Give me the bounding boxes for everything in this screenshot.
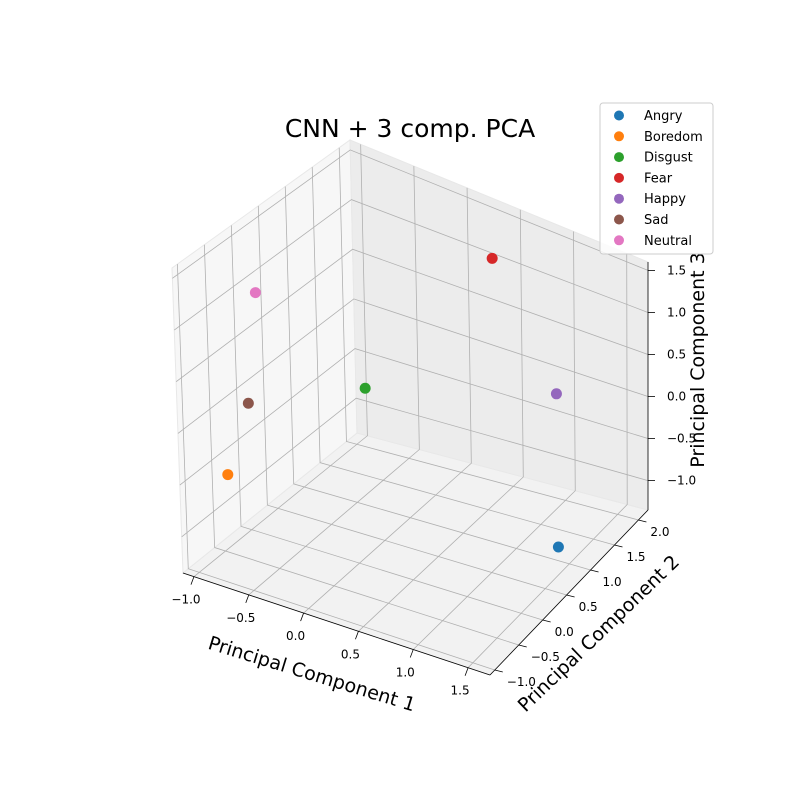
point-disgust: [359, 382, 371, 394]
point-sad: [242, 397, 254, 409]
x-tick: [190, 576, 195, 585]
y-gridline: [311, 167, 615, 546]
z-tick-label: 1.0: [667, 305, 686, 319]
legend-marker-sad: [614, 214, 624, 225]
y-tick-label: 1.5: [626, 550, 645, 564]
y-gridline: [338, 147, 639, 521]
y-tick: [494, 669, 503, 673]
z-tick-label: −1.0: [667, 474, 696, 488]
legend-label-fear: Fear: [644, 171, 673, 186]
point-boredom: [222, 469, 234, 481]
chart-title: CNN + 3 comp. PCA: [285, 114, 535, 143]
y-tick-label: −0.5: [531, 650, 560, 664]
y-tick: [518, 644, 527, 648]
point-neutral: [249, 287, 261, 299]
legend-box: [599, 102, 714, 255]
z-gridline: [177, 298, 649, 434]
x-tick: [464, 667, 469, 676]
legend-label-sad: Sad: [644, 213, 668, 228]
legend-marker-fear: [614, 172, 624, 183]
z-axis-label: Principal Component 3: [687, 252, 709, 467]
y-axis-line: [489, 509, 649, 676]
y-tick-label: −1.0: [507, 675, 536, 689]
grid-lines: [172, 144, 649, 671]
legend-label-angry: Angry: [644, 109, 683, 124]
legend-label-disgust: Disgust: [644, 151, 693, 166]
legend-marker-happy: [614, 193, 624, 204]
z-gridline: [179, 348, 649, 486]
z-gridline: [174, 199, 649, 331]
x-tick-label: 1.0: [396, 666, 415, 680]
x-tick: [409, 649, 414, 658]
z-tick-label: 0.5: [667, 347, 686, 361]
legend-marker-angry: [614, 110, 624, 121]
x-tick-label: 0.0: [286, 629, 305, 643]
point-happy: [550, 388, 562, 400]
y-tick-label: 0.0: [555, 625, 574, 639]
y-tick: [614, 544, 623, 548]
y-gridline: [257, 205, 567, 596]
y-tick: [566, 594, 575, 598]
y-tick-label: 2.0: [650, 525, 669, 539]
legend-label-happy: Happy: [644, 192, 686, 207]
y-tick-label: 0.5: [579, 600, 598, 614]
y-tick: [638, 519, 647, 523]
z-tick-label: 0.0: [667, 390, 686, 404]
x-tick-label: 0.5: [341, 647, 360, 661]
axis-ticks: −1.0 −0.5 0.0 0.5 1.0 1.5 −1.0 −0.5 0.0 0.5 1.0 1.5…: [171, 263, 696, 697]
data-points: [222, 252, 564, 553]
y-tick: [590, 569, 599, 573]
x-axis-label: Principal Component 1: [206, 632, 418, 716]
y-gridline: [230, 225, 543, 621]
x-tick: [245, 594, 250, 603]
legend-marker-boredom: [614, 131, 624, 142]
z-gridline: [175, 248, 649, 383]
z-gridline: [172, 149, 649, 279]
y-tick-label: 1.0: [603, 575, 622, 589]
x-tick-label: −0.5: [226, 611, 255, 625]
legend-label-boredom: Boredom: [644, 130, 703, 145]
point-fear: [486, 252, 498, 264]
legend: Angry Boredom Disgust Fear Happy Sad Neutral: [599, 102, 714, 255]
x-tick: [355, 631, 359, 640]
y-gridline: [284, 186, 591, 571]
point-angry: [552, 541, 564, 553]
x-tick: [300, 612, 304, 622]
z-tick-label: 1.5: [667, 263, 686, 277]
y-gridline: [176, 264, 495, 671]
legend-marker-neutral: [614, 235, 624, 246]
x-tick-label: 1.5: [451, 684, 470, 698]
axis-lines: [182, 262, 649, 676]
x-tick-label: −1.0: [171, 593, 200, 607]
legend-label-neutral: Neutral: [644, 234, 692, 249]
legend-marker-disgust: [614, 152, 624, 163]
z-tick-label: −0.5: [667, 432, 696, 446]
axis-panes: [171, 139, 649, 676]
y-tick: [542, 619, 551, 623]
z-gridline: [181, 397, 649, 538]
y-gridline: [203, 244, 519, 646]
x-axis-line: [182, 572, 491, 676]
